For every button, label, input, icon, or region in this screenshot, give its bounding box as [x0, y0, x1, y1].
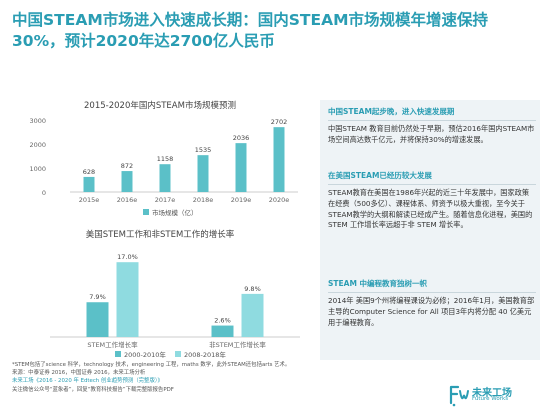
report-title: 未来工场《2016 - 2020 年 Edtech 创业趋势预测（完整版）》 [12, 378, 163, 385]
data-label: 1158 [157, 155, 174, 163]
x-tick-label: 2016e [117, 196, 138, 204]
legend-swatch [175, 351, 181, 357]
x-tick-label: STEM工作增长率 [87, 340, 138, 349]
data-label: 1535 [195, 146, 212, 154]
divider [328, 184, 536, 185]
bar [86, 302, 109, 337]
data-label: 628 [83, 168, 95, 176]
page-title-line2: 30%，预计2020年达2700亿人民币 [12, 32, 275, 50]
logo-subtext: Future Works [472, 396, 509, 402]
insight-body-china: 中国STEAM 教育目前仍然处于早期，预估2016年国内STEAM市场空间高达数… [328, 124, 535, 144]
footnote: *STEM包括了science 科学，technology 技术，enginee… [12, 362, 291, 368]
data-label: 17.0% [117, 253, 138, 261]
legend-swatch [115, 351, 121, 357]
page-title-line1: 中国STEAM市场进入快速成长期：国内STEAM市场规模年增速保持 [12, 11, 488, 29]
stem-growth-chart: 美国STEM工作和非STEM工作的增长率 7.9% 17.0% STEM工作增长率 2.… [50, 229, 300, 359]
insight-panel: 中国STEAM起步晚，进入快速发展期 中国STEAM 教育目前仍然处于早期，预估… [320, 100, 540, 360]
market-size-chart: 2015-2020年国内STEAM市场规模预测 0 1000 2000 3000 628 2… [29, 100, 298, 217]
y-tick-label: 3000 [29, 117, 46, 125]
bar [241, 293, 264, 337]
bar [211, 325, 234, 337]
bar [116, 262, 139, 337]
divider [328, 292, 536, 293]
insight-heading-usa: 在美国STEAM已经历较大发展 [328, 171, 432, 180]
footer-notes: *STEM包括了science 科学，technology 技术，enginee… [12, 361, 442, 394]
bar [83, 176, 95, 192]
legend-swatch [143, 209, 149, 215]
y-tick-label: 0 [42, 189, 46, 197]
data-label: 2036 [233, 134, 250, 142]
data-label: 7.9% [89, 293, 106, 301]
data-label: 9.8% [244, 285, 261, 293]
data-label: 872 [121, 162, 133, 170]
legend-label: 2000-2010年 [124, 350, 166, 359]
bar [121, 171, 133, 192]
insight-section-usa: 在美国STEAM已经历较大发展 STEAM教育在美国在1986年兴起的近三十年发… [328, 170, 536, 231]
insight-heading-china: 中国STEAM起步晚，进入快速发展期 [328, 107, 455, 116]
bar [159, 164, 171, 192]
future-works-logo: 未来工场 Future Works [448, 383, 538, 407]
x-tick-label: 2019e [231, 196, 252, 204]
y-tick-label: 1000 [29, 165, 46, 173]
bar [273, 127, 285, 192]
logo-text: 未来工场 [472, 388, 512, 399]
insight-heading-coding: STEAM 中编程教育独树一帜 [328, 279, 428, 288]
legend-label: 2008-2018年 [184, 350, 226, 359]
divider [328, 120, 536, 121]
logo-mark-icon [449, 385, 469, 407]
chart-title: 2015-2020年国内STEAM市场规模预测 [84, 100, 236, 111]
bar [197, 155, 209, 192]
insight-body-coding: 2014年 美国9个州将编程课设为必修；2016年1月，美国教育部主导的Comp… [328, 296, 535, 327]
source-note: 来源：中泰证券 2016，中国证券 2016，未来工场分析 [12, 370, 146, 377]
x-tick-label: 2017e [155, 196, 176, 204]
y-tick-label: 2000 [29, 141, 46, 149]
chart-title: 美国STEM工作和非STEM工作的增长率 [86, 229, 235, 240]
data-label: 2702 [271, 118, 288, 126]
x-tick-label: 2020e [269, 196, 290, 204]
page-title: 中国STEAM市场进入快速成长期：国内STEAM市场规模年增速保持 30%，预计… [12, 10, 532, 52]
bar [235, 143, 247, 192]
insight-section-china: 中国STEAM起步晚，进入快速发展期 中国STEAM 教育目前仍然处于早期，预估… [328, 106, 536, 146]
insight-section-coding: STEAM 中编程教育独树一帜 2014年 美国9个州将编程课设为必修；2016… [328, 278, 536, 328]
data-label: 2.6% [214, 317, 231, 325]
x-tick-label: 2015e [79, 196, 100, 204]
follow-note: 关注微信公众号“蓝象者”，回复“教育科技报告”下载完整版报告PDF [12, 386, 174, 393]
x-tick-label: 2018e [193, 196, 214, 204]
x-tick-label: 非STEM工作增长率 [209, 340, 266, 349]
insight-body-usa: STEAM教育在美国在1986年兴起的近三十年发展中，国家政策在经费（500多亿… [328, 188, 533, 230]
legend-label: 市场规模（亿） [152, 208, 198, 217]
